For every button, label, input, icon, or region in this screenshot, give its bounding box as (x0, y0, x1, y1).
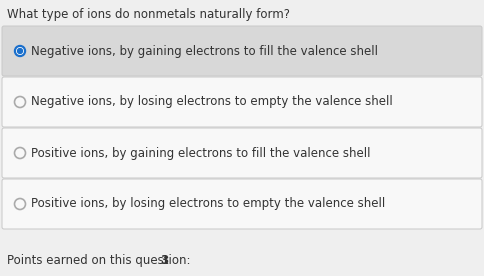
Circle shape (17, 48, 23, 54)
Text: Points earned on this question:: Points earned on this question: (7, 254, 194, 267)
FancyBboxPatch shape (2, 179, 482, 229)
FancyBboxPatch shape (2, 77, 482, 127)
Text: What type of ions do nonmetals naturally form?: What type of ions do nonmetals naturally… (7, 8, 290, 21)
Text: Positive ions, by losing electrons to empty the valence shell: Positive ions, by losing electrons to em… (31, 198, 385, 211)
FancyBboxPatch shape (2, 128, 482, 178)
Text: Negative ions, by gaining electrons to fill the valence shell: Negative ions, by gaining electrons to f… (31, 44, 378, 57)
Circle shape (15, 46, 26, 57)
Text: 3: 3 (160, 254, 168, 267)
Circle shape (17, 49, 22, 54)
FancyBboxPatch shape (2, 26, 482, 76)
Text: Negative ions, by losing electrons to empty the valence shell: Negative ions, by losing electrons to em… (31, 95, 393, 108)
Text: Positive ions, by gaining electrons to fill the valence shell: Positive ions, by gaining electrons to f… (31, 147, 370, 160)
